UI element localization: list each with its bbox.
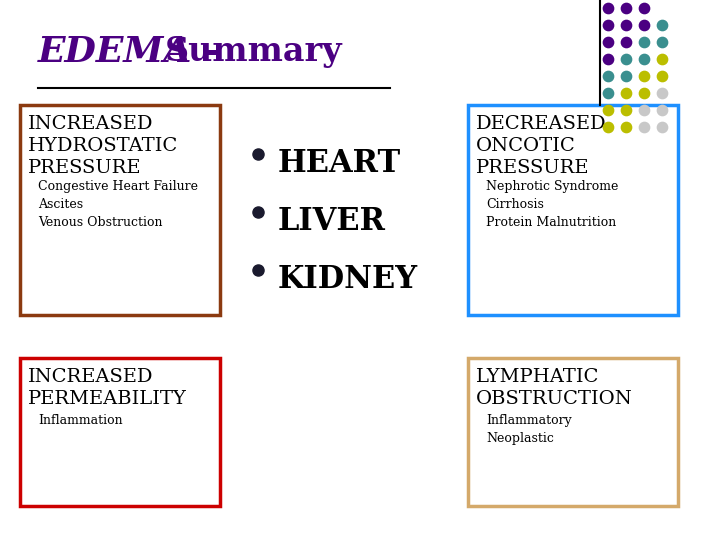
Point xyxy=(656,106,667,114)
Point xyxy=(638,123,649,131)
Point xyxy=(656,123,667,131)
Text: KIDNEY: KIDNEY xyxy=(278,264,418,295)
Point xyxy=(602,21,613,29)
Text: DECREASED
ONCOTIC
PRESSURE: DECREASED ONCOTIC PRESSURE xyxy=(476,115,607,178)
Point xyxy=(602,89,613,97)
Point xyxy=(620,55,631,63)
Text: LYMPHATIC
OBSTRUCTION: LYMPHATIC OBSTRUCTION xyxy=(476,368,633,408)
Point xyxy=(620,72,631,80)
Point xyxy=(602,106,613,114)
Point xyxy=(602,4,613,12)
Point xyxy=(638,38,649,46)
Point xyxy=(620,89,631,97)
Point xyxy=(638,4,649,12)
Point xyxy=(638,55,649,63)
Text: Inflammation: Inflammation xyxy=(38,414,122,427)
FancyBboxPatch shape xyxy=(20,358,220,506)
Point xyxy=(638,106,649,114)
Point xyxy=(602,72,613,80)
Point xyxy=(620,21,631,29)
Point xyxy=(656,72,667,80)
Point xyxy=(620,106,631,114)
Point xyxy=(620,123,631,131)
Point xyxy=(656,38,667,46)
FancyBboxPatch shape xyxy=(468,358,678,506)
Text: Nephrotic Syndrome
Cirrhosis
Protein Malnutrition: Nephrotic Syndrome Cirrhosis Protein Mal… xyxy=(486,180,618,228)
Text: EDEMA -: EDEMA - xyxy=(38,35,220,69)
Point xyxy=(656,89,667,97)
Point xyxy=(602,55,613,63)
Point xyxy=(656,55,667,63)
Point xyxy=(602,123,613,131)
Point xyxy=(620,38,631,46)
Text: INCREASED
HYDROSTATIC
PRESSURE: INCREASED HYDROSTATIC PRESSURE xyxy=(28,115,179,178)
Point xyxy=(620,4,631,12)
Text: INCREASED
PERMEABILITY: INCREASED PERMEABILITY xyxy=(28,368,187,408)
Text: Summary: Summary xyxy=(165,35,343,68)
Point xyxy=(638,21,649,29)
Point xyxy=(656,21,667,29)
FancyBboxPatch shape xyxy=(468,105,678,315)
Point xyxy=(638,72,649,80)
FancyBboxPatch shape xyxy=(20,105,220,315)
Text: HEART: HEART xyxy=(278,148,401,179)
Text: Congestive Heart Failure
Ascites
Venous Obstruction: Congestive Heart Failure Ascites Venous … xyxy=(38,180,198,228)
Point xyxy=(602,38,613,46)
Point xyxy=(638,89,649,97)
Text: LIVER: LIVER xyxy=(278,206,386,237)
Text: Inflammatory
Neoplastic: Inflammatory Neoplastic xyxy=(486,414,572,446)
